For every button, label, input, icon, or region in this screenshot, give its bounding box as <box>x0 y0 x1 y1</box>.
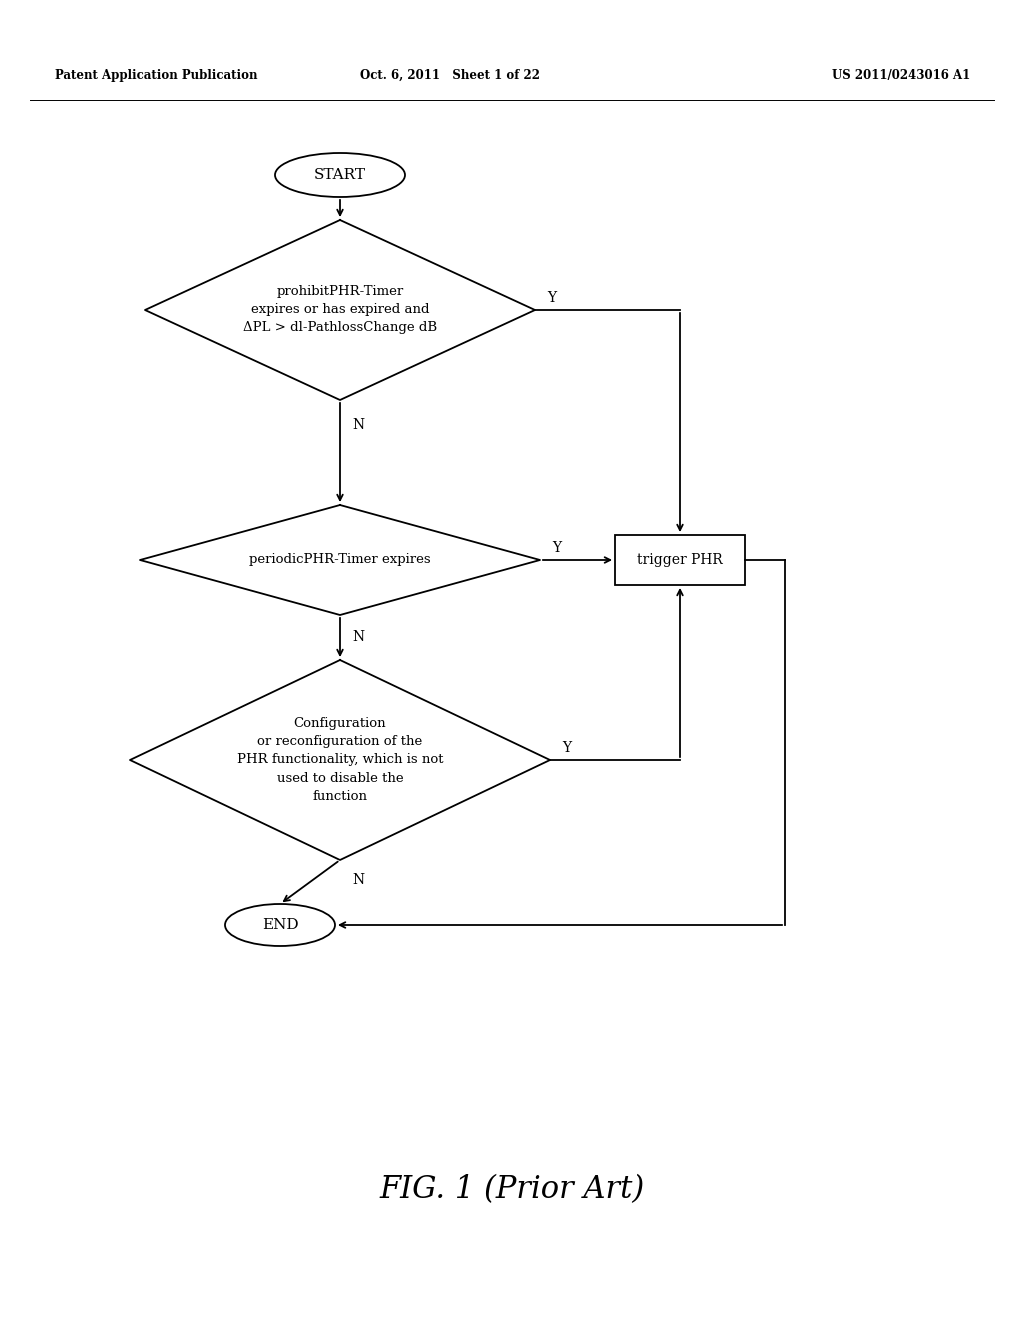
Text: N: N <box>352 418 365 432</box>
Text: N: N <box>352 630 365 644</box>
Text: Configuration: Configuration <box>294 718 386 730</box>
Text: used to disable the: used to disable the <box>276 771 403 784</box>
Text: FIG. 1 (Prior Art): FIG. 1 (Prior Art) <box>379 1175 645 1205</box>
Text: function: function <box>312 789 368 803</box>
Text: expires or has expired and: expires or has expired and <box>251 304 429 317</box>
Text: or reconfiguration of the: or reconfiguration of the <box>257 735 423 748</box>
Text: trigger PHR: trigger PHR <box>637 553 723 568</box>
Text: ΔPL > dl-PathlossChange dB: ΔPL > dl-PathlossChange dB <box>243 322 437 334</box>
Text: Y: Y <box>547 290 556 305</box>
Bar <box>615 535 745 585</box>
Text: START: START <box>314 168 366 182</box>
Text: Y: Y <box>562 741 571 755</box>
Text: prohibitPHR-Timer: prohibitPHR-Timer <box>276 285 403 298</box>
Text: N: N <box>352 873 365 887</box>
Text: periodicPHR-Timer expires: periodicPHR-Timer expires <box>249 553 431 566</box>
Text: END: END <box>262 917 298 932</box>
Text: Oct. 6, 2011   Sheet 1 of 22: Oct. 6, 2011 Sheet 1 of 22 <box>360 69 540 82</box>
Text: Y: Y <box>552 541 561 554</box>
Text: PHR functionality, which is not: PHR functionality, which is not <box>237 754 443 767</box>
Text: US 2011/0243016 A1: US 2011/0243016 A1 <box>831 69 970 82</box>
Text: Patent Application Publication: Patent Application Publication <box>55 69 257 82</box>
